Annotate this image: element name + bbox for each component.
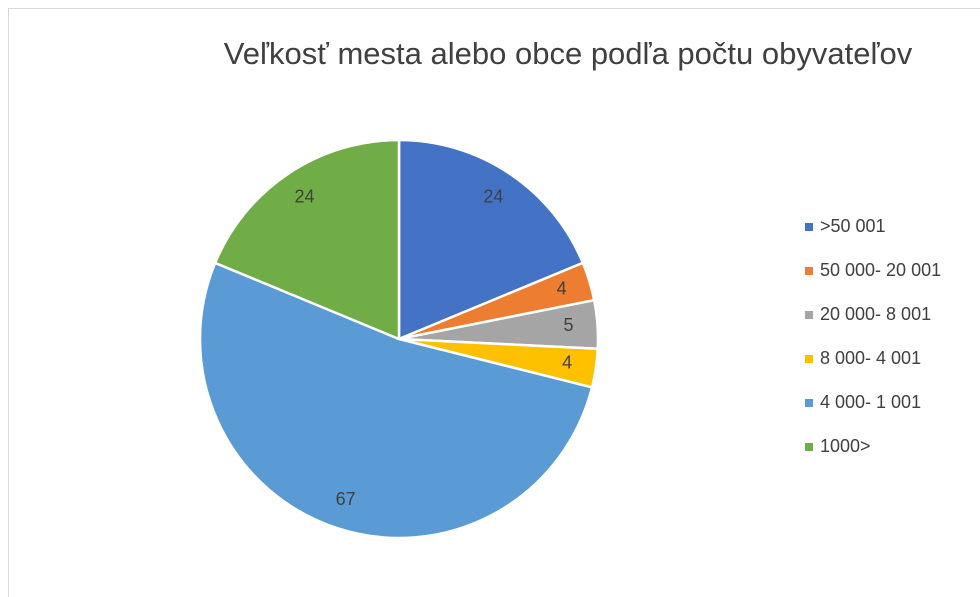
pie-slice <box>198 261 594 540</box>
legend-label: >50 001 <box>820 216 886 236</box>
data-label: 24 <box>483 186 503 206</box>
legend-swatch <box>805 267 813 275</box>
legend-label: 20 000- 8 001 <box>820 304 931 324</box>
legend-swatch <box>805 355 813 363</box>
data-label: 4 <box>562 353 572 373</box>
legend-swatch <box>805 311 813 319</box>
legend-swatch <box>805 443 813 451</box>
data-label: 5 <box>564 315 574 335</box>
data-label: 24 <box>295 186 315 206</box>
legend-label: 8 000- 4 001 <box>820 348 921 368</box>
legend-label: 50 000- 20 001 <box>820 260 941 280</box>
data-label: 67 <box>336 489 356 509</box>
legend-swatch <box>805 223 813 231</box>
chart-title: Veľkosť mesta alebo obce podľa počtu oby… <box>224 36 913 71</box>
pie-slice <box>397 138 585 341</box>
legend-label: 4 000- 1 001 <box>820 392 921 412</box>
data-label: 4 <box>557 278 567 298</box>
legend-swatch <box>805 399 813 407</box>
legend-label: 1000> <box>820 436 871 456</box>
pie-slice <box>213 138 401 341</box>
